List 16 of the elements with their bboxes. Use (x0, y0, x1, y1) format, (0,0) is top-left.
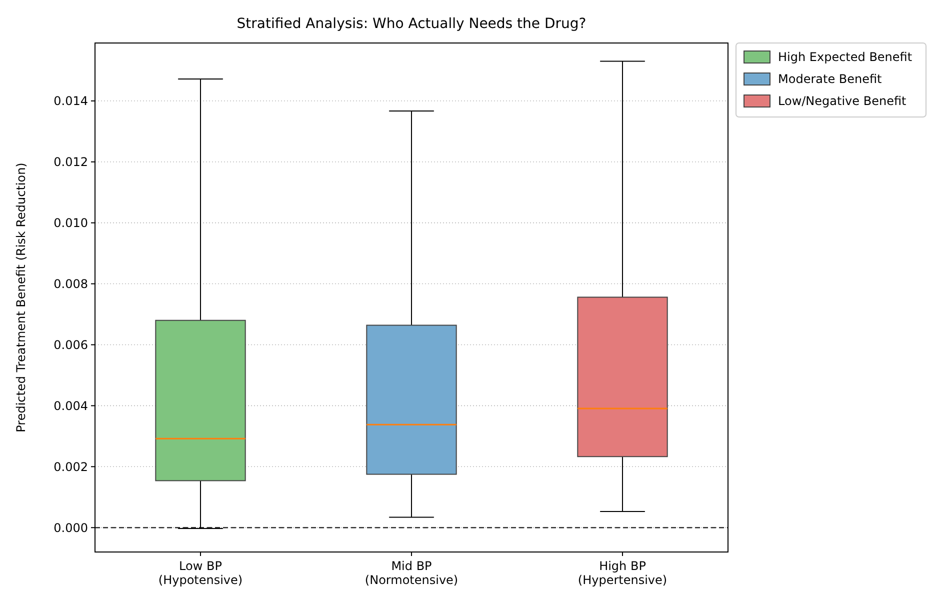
y-tick-label: 0.012 (54, 155, 88, 170)
chart-title: Stratified Analysis: Who Actually Needs the Drug? (236, 16, 586, 32)
x-tick-label: Low BP (Hypotensive) (158, 559, 243, 587)
x-tick-label: Mid BP (Normotensive) (364, 559, 458, 587)
y-tick-label: 0.002 (54, 460, 88, 474)
x-tick-label: High BP (Hypertensive) (578, 559, 668, 587)
legend-label: Moderate Benefit (778, 72, 882, 86)
y-tick-label: 0.006 (54, 338, 88, 352)
y-tick-label: 0.008 (54, 276, 88, 291)
y-tick-label: 0.014 (54, 94, 88, 108)
legend-label: High Expected Benefit (778, 50, 912, 64)
y-tick-label: 0.000 (54, 520, 88, 535)
y-axis-title: Predicted Treatment Benefit (Risk Reduction) (14, 162, 28, 432)
y-tick-label: 0.010 (54, 216, 88, 230)
legend-label: Low/Negative Benefit (778, 94, 907, 108)
y-tick-label: 0.004 (54, 398, 88, 413)
